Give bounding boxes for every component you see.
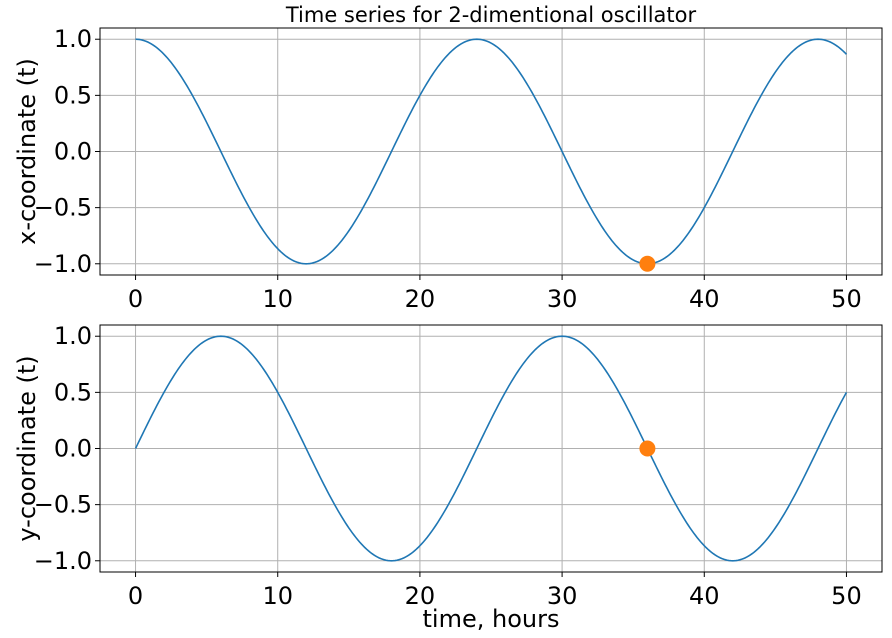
y-tick-label: 0.5 [54, 378, 92, 406]
y-tick-label: −0.5 [34, 491, 92, 519]
x-tick-label: 50 [831, 582, 862, 610]
y-axis-label: x-coordinate (t) [13, 58, 41, 245]
ticks: 0 10 20 30 40 50 1.0 0.5 0.0 −0.5 −1.0 [34, 322, 862, 610]
x-tick-label: 10 [262, 285, 293, 313]
x-tick-label: 0 [128, 582, 143, 610]
y-tick-label: 1.0 [54, 25, 92, 53]
x-tick-label: 30 [547, 285, 578, 313]
ticks: 0 10 20 30 40 50 1.0 0.5 0.0 −0.5 −1.0 [34, 25, 862, 313]
y-tick-label: 0.0 [54, 435, 92, 463]
x-tick-label: 40 [689, 285, 720, 313]
current-position-marker [639, 440, 656, 457]
x-coordinate-panel: Time series for 2-dimentional oscillator… [13, 3, 883, 313]
grid-lines [100, 325, 882, 572]
grid-lines [100, 28, 882, 275]
x-axis-label: time, hours [423, 605, 560, 633]
x-tick-label: 0 [128, 285, 143, 313]
x-tick-label: 30 [547, 582, 578, 610]
y-axis-label: y-coordinate (t) [13, 355, 41, 541]
y-tick-label: −0.5 [34, 194, 92, 222]
x-tick-label: 10 [262, 582, 293, 610]
y-coordinate-panel: y-coordinate (t) time, hours 0 10 20 30 40 50… [13, 322, 883, 633]
x-tick-label: 20 [405, 285, 436, 313]
plot-frame [99, 324, 883, 573]
series-line [135, 38, 848, 265]
plot-frame [99, 27, 883, 276]
y-tick-label: 0.5 [54, 81, 92, 109]
chart-title: Time series for 2-dimentional oscillator [285, 3, 697, 27]
y-tick-label: −1.0 [34, 547, 92, 575]
y-tick-label: 0.0 [54, 138, 92, 166]
current-position-marker [639, 255, 656, 272]
x-tick-label: 50 [831, 285, 862, 313]
y-tick-label: −1.0 [34, 250, 92, 278]
x-tick-label: 20 [405, 582, 436, 610]
series-line [134, 335, 848, 562]
y-tick-label: 1.0 [54, 322, 92, 350]
x-tick-label: 40 [689, 582, 720, 610]
